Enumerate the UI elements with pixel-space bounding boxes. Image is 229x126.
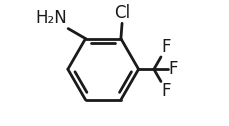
Text: F: F <box>161 82 170 100</box>
Text: H₂N: H₂N <box>35 9 67 27</box>
Text: F: F <box>161 38 170 56</box>
Text: F: F <box>168 60 177 78</box>
Text: Cl: Cl <box>114 4 130 22</box>
